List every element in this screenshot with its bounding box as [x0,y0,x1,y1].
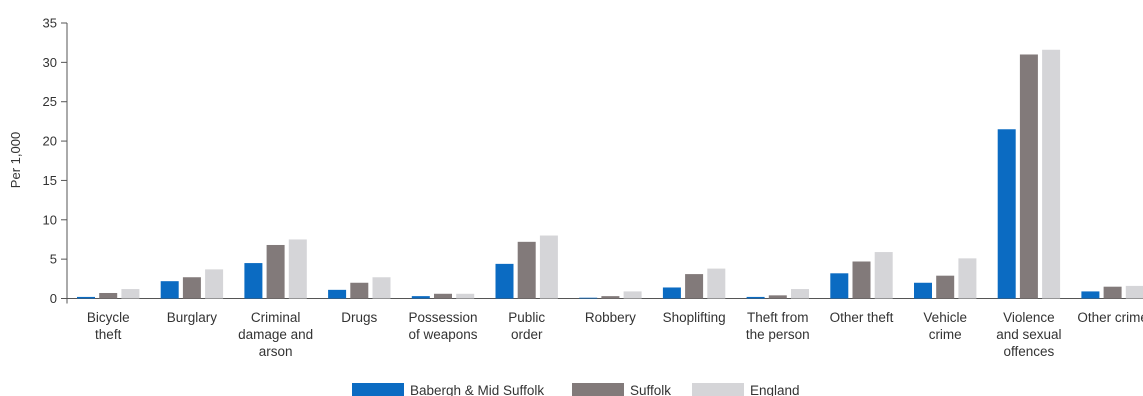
x-tick-label: Possession of weapons [408,310,477,342]
legend-label: Suffolk [630,383,671,396]
bar [685,274,704,299]
bar [121,289,140,299]
bar [914,282,932,299]
bar [746,296,765,299]
bar [601,296,620,299]
x-tick-label: Other theft [830,310,894,325]
legend-label: England [750,383,800,396]
bar [936,275,955,299]
bar [288,239,307,299]
bar [328,289,347,299]
bar [411,296,430,299]
legend-swatch [352,383,404,396]
bar [768,295,787,299]
x-tick-label: Vehicle crime [923,310,967,342]
bar [350,282,369,299]
bar [707,268,726,299]
bar [997,129,1016,299]
x-tick-label: Burglary [167,310,218,325]
bar [852,261,871,299]
legend-swatch [692,383,744,396]
bar [1103,286,1122,299]
bar [830,273,849,299]
bar [517,241,536,299]
bar [205,269,224,299]
x-tick-label: Theft from the person [746,310,810,342]
bar [539,235,558,299]
x-tick-label: Other crime [1077,310,1143,325]
y-tick-label: 10 [43,212,57,227]
bar [372,277,391,299]
bar [456,293,475,299]
legend-label: Babergh & Mid Suffolk [410,383,544,396]
bar [1019,54,1038,299]
bar [1081,291,1100,299]
x-tick-label: Robbery [585,310,636,325]
bar [244,263,263,299]
y-axis: 0 5 10 15 20 25 30 35 [43,16,1143,306]
bar [579,297,598,299]
bar [182,277,201,299]
bar [623,291,642,299]
bar [266,244,285,299]
bar [495,263,514,299]
x-axis-labels: Bicycle theft Burglary Criminal damage and ar… [87,310,1143,359]
legend: Babergh & Mid Suffolk Suffolk England [352,383,800,396]
bar [791,289,809,299]
y-axis-label: Per 1,000 [8,132,23,188]
bar [874,252,893,299]
legend-swatch [572,383,624,396]
x-tick-label: Shoplifting [663,310,726,325]
bar [160,281,179,299]
bar [1125,285,1143,299]
bar [662,287,681,299]
y-tick-label: 15 [43,173,57,188]
y-tick-label: 30 [43,55,57,70]
y-tick-label: 5 [50,252,57,267]
bar [99,292,118,299]
x-tick-label: Bicycle theft [87,310,130,342]
bars [77,49,1143,299]
y-tick-label: 0 [50,291,57,306]
y-tick-label: 35 [43,16,57,31]
y-tick-label: 25 [43,94,57,109]
x-tick-label: Violence and sexual offences [996,310,1061,359]
bar [434,293,452,299]
bar [958,258,977,299]
y-tick-label: 20 [43,134,57,149]
x-tick-label: Public order [508,310,545,342]
bar [1042,49,1061,299]
x-tick-label: Drugs [341,310,377,325]
x-tick-label: Criminal damage and arson [238,310,313,359]
bar [77,296,95,299]
